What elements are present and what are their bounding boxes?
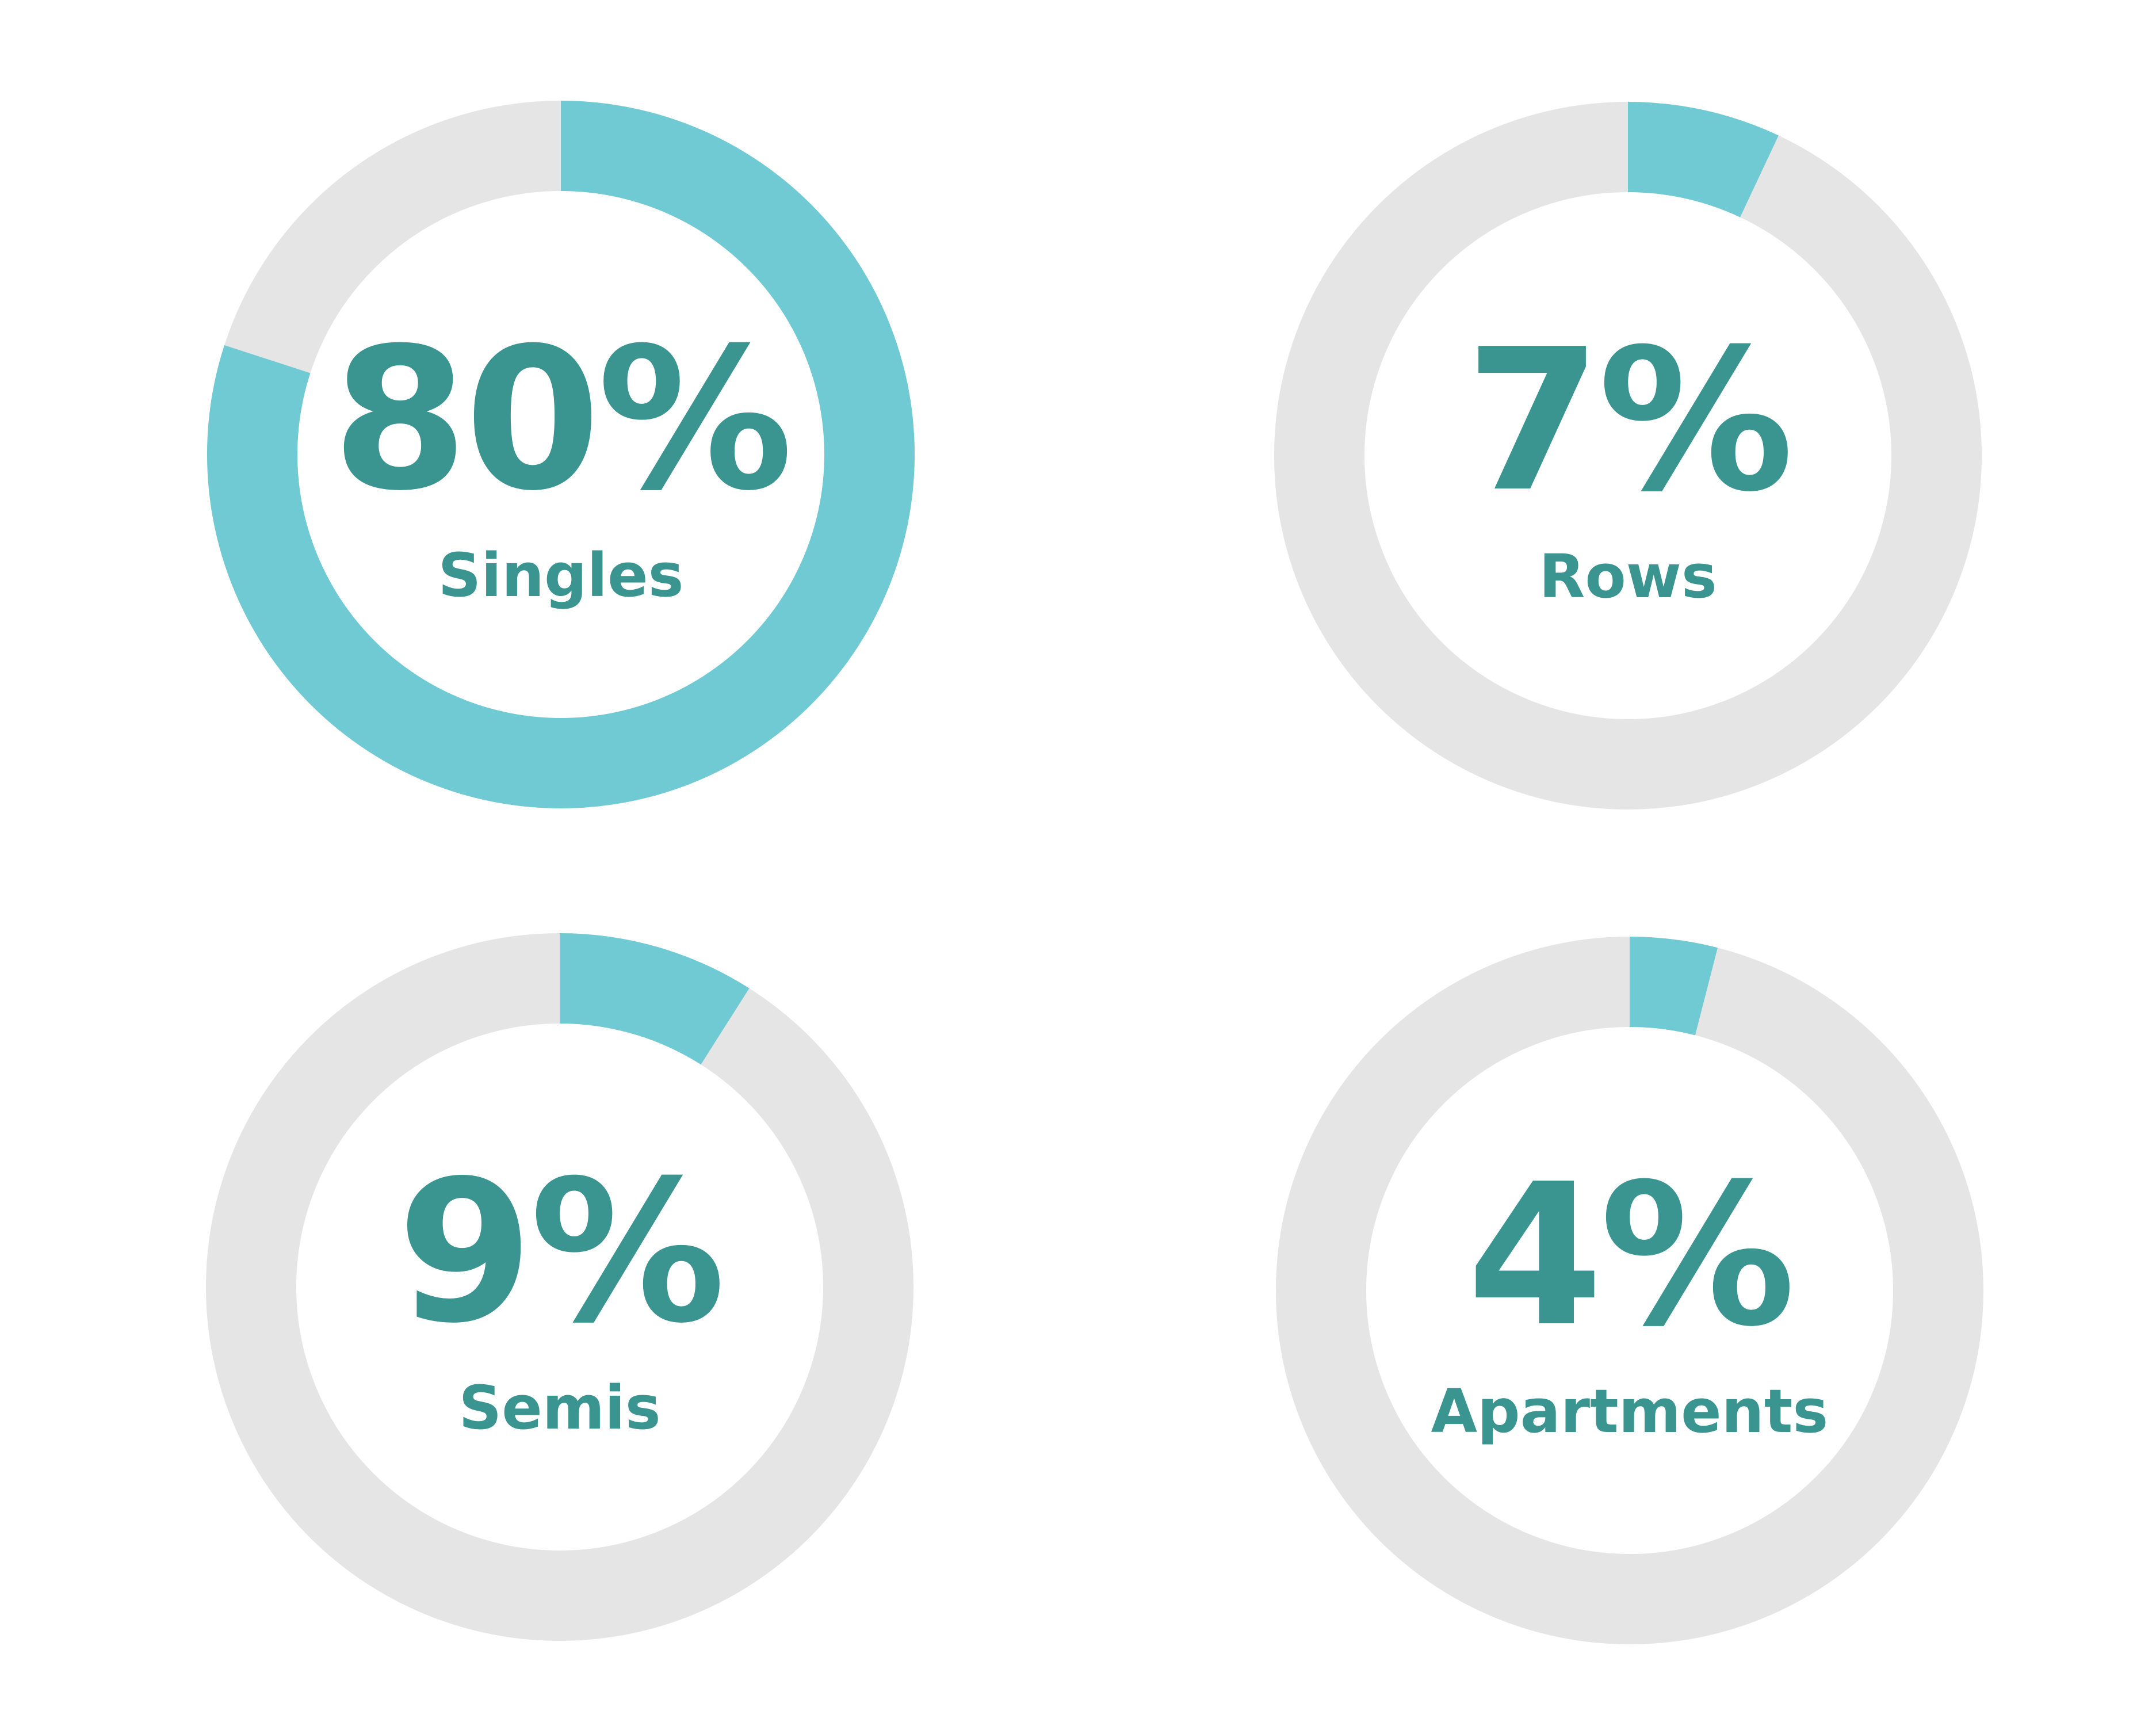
donut-svg-singles bbox=[207, 101, 915, 808]
donut-svg-rows bbox=[1274, 102, 1982, 809]
donut-slice-apartments bbox=[1630, 937, 1718, 1036]
donut-chart-singles: 80% Singles bbox=[201, 95, 920, 814]
donut-chart-semis: 9% Semis bbox=[200, 927, 919, 1647]
donut-label-singles: Singles bbox=[438, 540, 684, 610]
donut-svg-semis bbox=[206, 933, 913, 1641]
donut-value-apartments: 4% bbox=[1467, 1142, 1795, 1370]
donut-label-apartments: Apartments bbox=[1431, 1376, 1829, 1446]
donut-svg-apartments bbox=[1276, 937, 1983, 1644]
donut-label-rows: Rows bbox=[1539, 541, 1717, 612]
donut-slice-rows bbox=[1628, 102, 1779, 217]
donut-chart-apartments: 4% Apartments bbox=[1270, 931, 1989, 1650]
donut-value-rows: 7% bbox=[1465, 307, 1794, 535]
donut-value-semis: 9% bbox=[397, 1139, 725, 1366]
donut-slice-semis bbox=[560, 933, 750, 1065]
donut-label-semis: Semis bbox=[458, 1373, 661, 1443]
donut-chart-rows: 7% Rows bbox=[1268, 96, 1987, 815]
donut-value-singles: 80% bbox=[332, 306, 793, 534]
